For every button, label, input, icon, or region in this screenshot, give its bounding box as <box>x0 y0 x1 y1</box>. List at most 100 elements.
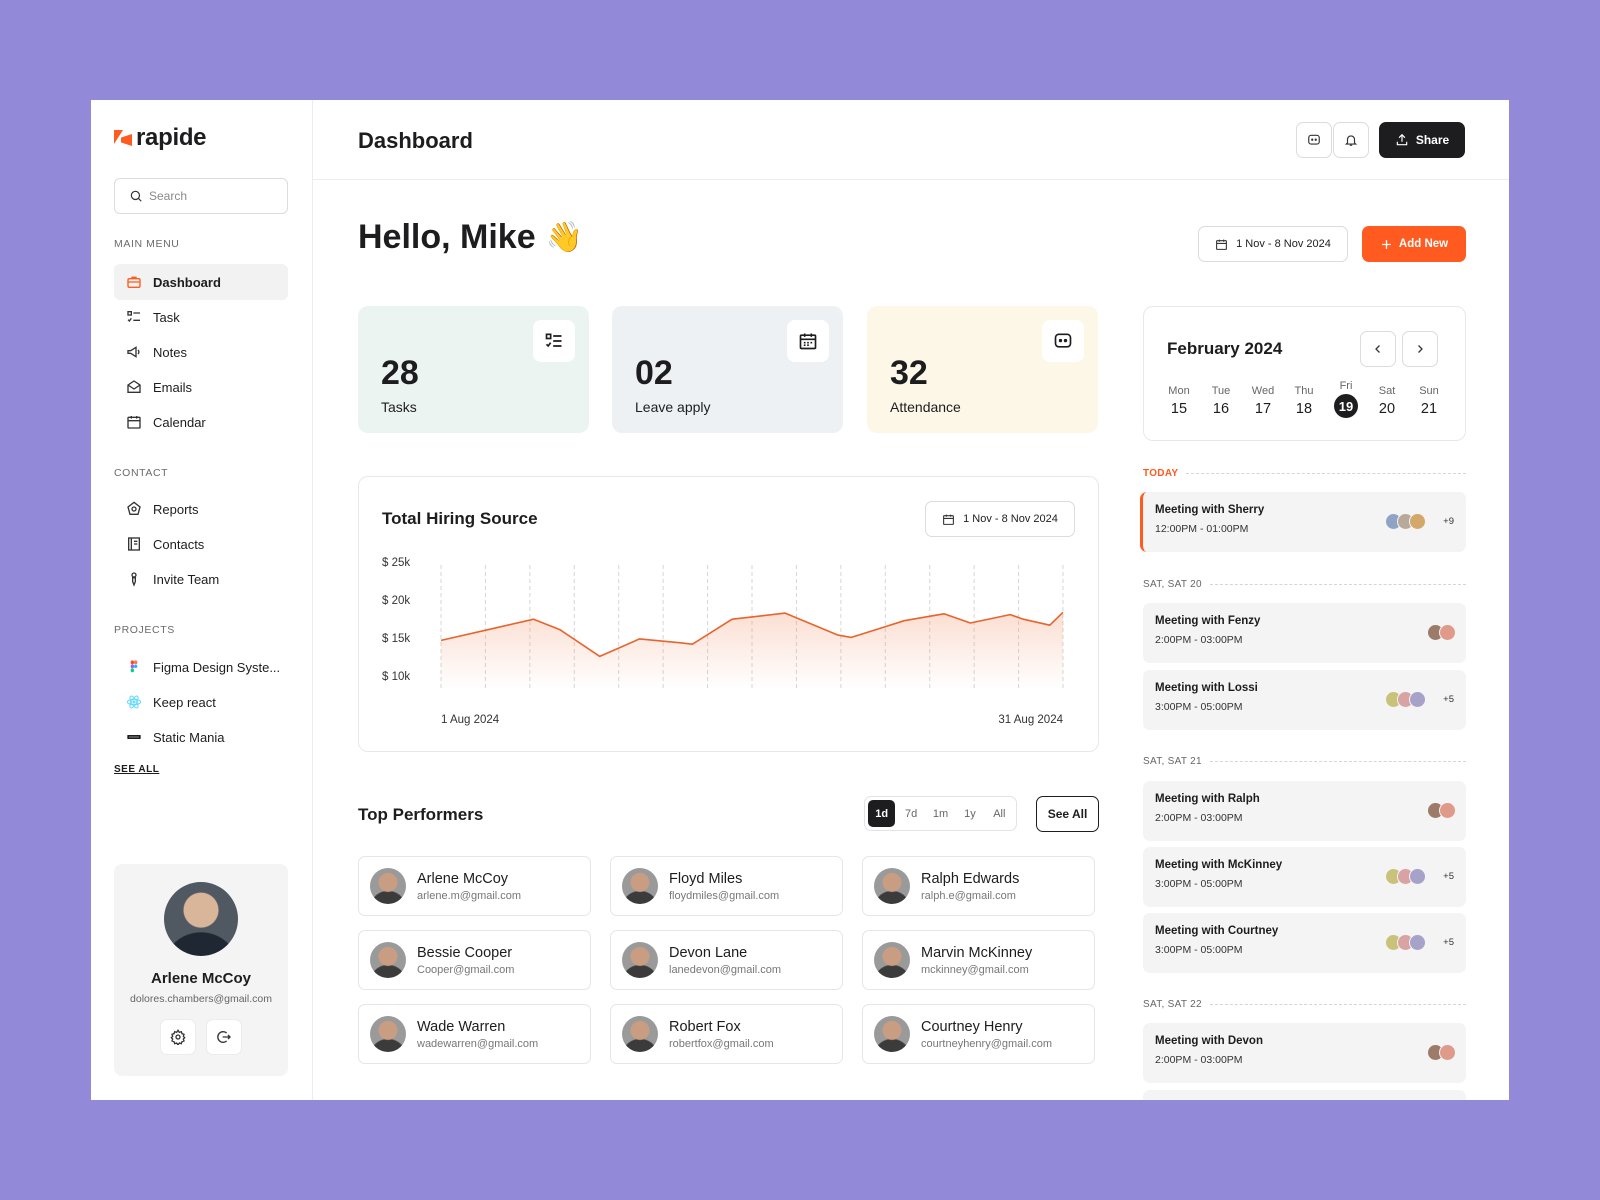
day-date: 16 <box>1212 401 1230 417</box>
sidebar-item-reports[interactable]: Reports <box>114 491 288 527</box>
range-option-1y[interactable]: 1y <box>964 807 976 820</box>
brand-name: rapide <box>136 124 207 151</box>
performer-card[interactable]: Ralph Edwards ralph.e@gmail.com <box>862 856 1095 916</box>
meeting-card[interactable]: Meeting with Ralph 2:00PM - 03:00PM <box>1143 781 1466 841</box>
avatar <box>370 868 406 904</box>
sidebar-item-label: Contacts <box>153 536 205 552</box>
meeting-card[interactable]: Meeting with McKinney 3:00PM - 05:00PM +… <box>1143 847 1466 907</box>
calendar-day[interactable]: Tue 16 <box>1204 385 1238 417</box>
avatar <box>874 868 910 904</box>
sidebar-item-contacts[interactable]: Contacts <box>114 526 288 562</box>
performer-card[interactable]: Bessie Cooper Cooper@gmail.com <box>358 930 591 990</box>
sidebar-item-figma-project[interactable]: Figma Design Syste... <box>114 649 288 685</box>
avatar[interactable] <box>164 882 238 956</box>
greeting-text: Hello, Mike <box>358 218 536 256</box>
search-input[interactable] <box>149 189 269 203</box>
performer-card[interactable]: Wade Warren wadewarren@gmail.com <box>358 1004 591 1064</box>
meeting-card[interactable]: Meeting with Courtney 3:00PM - 05:00PM +… <box>1143 913 1466 973</box>
day-date: 17 <box>1254 401 1272 417</box>
meeting-card[interactable]: Meeting with Lossi 3:00PM - 05:00PM +5 <box>1143 670 1466 730</box>
add-new-button[interactable]: Add New <box>1362 226 1466 262</box>
attendee-count: +5 <box>1443 937 1454 948</box>
settings-button[interactable] <box>160 1019 196 1055</box>
performer-card[interactable]: Robert Fox robertfox@gmail.com <box>610 1004 843 1064</box>
day-name: Sat <box>1378 385 1396 397</box>
performer-name: Robert Fox <box>669 1018 741 1035</box>
x-tick-label: 1 Aug 2024 <box>441 714 500 726</box>
calendar-day[interactable]: Sun 21 <box>1412 385 1446 417</box>
sidebar-item-label: Keep react <box>153 694 216 710</box>
stat-card-leave-apply[interactable]: 02 Leave apply <box>612 306 843 433</box>
attendee-avatars <box>1385 691 1426 708</box>
sidebar-item-invite-team[interactable]: Invite Team <box>114 561 288 597</box>
performer-card[interactable]: Devon Lane lanedevon@gmail.com <box>610 930 843 990</box>
calendar-day[interactable]: Thu 18 <box>1287 385 1321 417</box>
stat-card-tasks[interactable]: 28 Tasks <box>358 306 589 433</box>
sidebar-item-task[interactable]: Task <box>114 299 288 335</box>
sidebar-item-emails[interactable]: Emails <box>114 369 288 405</box>
avatar <box>1439 1044 1456 1061</box>
sidebar-item-dashboard[interactable]: Dashboard <box>114 264 288 300</box>
range-option-1m[interactable]: 1m <box>932 807 949 820</box>
react-icon <box>126 695 142 709</box>
range-option-7d[interactable]: 7d <box>904 807 918 820</box>
notifications-button[interactable] <box>1333 122 1369 158</box>
performer-card[interactable]: Arlene McCoy arlene.m@gmail.com <box>358 856 591 916</box>
messages-button[interactable] <box>1296 122 1332 158</box>
stat-card-attendance[interactable]: 32 Attendance <box>867 306 1098 433</box>
attendee-avatars <box>1385 934 1426 951</box>
sidebar-item-keep-react[interactable]: Keep react <box>114 684 288 720</box>
calendar-icon <box>799 333 817 350</box>
profile-name: Arlene McCoy <box>150 970 252 987</box>
date-range-picker[interactable]: 1 Nov - 8 Nov 2024 <box>1198 226 1348 262</box>
y-tick-label: $ 10k <box>382 671 410 683</box>
meeting-card-partial[interactable] <box>1143 1090 1466 1100</box>
chevron-left-icon <box>1375 345 1380 353</box>
meeting-card[interactable]: Meeting with Fenzy 2:00PM - 03:00PM <box>1143 603 1466 663</box>
day-name: Wed <box>1251 385 1275 397</box>
performer-card[interactable]: Marvin McKinney mckinney@gmail.com <box>862 930 1095 990</box>
sidebar-item-calendar[interactable]: Calendar <box>114 404 288 440</box>
stat-icon-wrap <box>787 320 829 362</box>
group-label-text: TODAY <box>1143 467 1179 479</box>
share-button[interactable]: Share <box>1379 122 1465 158</box>
brand-logo[interactable]: rapide <box>114 124 207 152</box>
range-option-1d[interactable]: 1d <box>868 800 896 827</box>
see-all-projects-link[interactable]: SEE ALL <box>114 764 160 775</box>
sidebar-item-notes[interactable]: Notes <box>114 334 288 370</box>
chart-date-range-picker[interactable]: 1 Nov - 8 Nov 2024 <box>925 501 1075 537</box>
sidebar-item-label: Task <box>153 309 180 325</box>
next-week-button[interactable] <box>1402 331 1438 367</box>
see-all-performers-button[interactable]: See All <box>1036 796 1099 832</box>
calendar-day[interactable]: Mon 15 <box>1162 385 1196 417</box>
calendar-day[interactable]: Wed 17 <box>1246 385 1280 417</box>
sidebar-item-static-mania[interactable]: Static Mania <box>114 719 288 755</box>
chat-icon <box>1054 333 1072 348</box>
contacts-book-icon <box>128 537 140 551</box>
meeting-card[interactable]: Meeting with Devon 2:00PM - 03:00PM <box>1143 1023 1466 1083</box>
calendar-day[interactable]: Sat 20 <box>1370 385 1404 417</box>
day-date: 19 <box>1334 394 1358 418</box>
day-date: 21 <box>1420 401 1438 417</box>
logout-button[interactable] <box>206 1019 242 1055</box>
search-box[interactable] <box>114 178 288 214</box>
calendar-day-selected[interactable]: Fri 19 <box>1329 380 1363 418</box>
avatar <box>1439 802 1456 819</box>
search-icon <box>130 190 142 202</box>
attendee-avatars <box>1427 802 1456 819</box>
prev-week-button[interactable] <box>1360 331 1396 367</box>
meeting-time: 2:00PM - 03:00PM <box>1155 634 1243 646</box>
stat-value: 28 <box>381 354 419 392</box>
stat-icon-wrap <box>533 320 575 362</box>
y-tick-label: $ 15k <box>382 633 410 645</box>
hiring-source-chart-card: $ 25k $ 20k $ 15k $ 10k 1 Aug 2024 31 Aug 202… <box>358 476 1099 752</box>
time-range-toggle: 1d 7d 1m 1y All <box>864 796 1017 831</box>
meeting-title: Meeting with McKinney <box>1155 859 1283 871</box>
schedule-group-label: SAT, SAT 20 <box>1143 578 1466 590</box>
meeting-time: 2:00PM - 03:00PM <box>1155 1054 1243 1066</box>
performer-card[interactable]: Courtney Henry courtneyhenry@gmail.com <box>862 1004 1095 1064</box>
performer-card[interactable]: Floyd Miles floydmiles@gmail.com <box>610 856 843 916</box>
meeting-card[interactable]: Meeting with Sherry 12:00PM - 01:00PM +9 <box>1140 492 1466 552</box>
range-option-all[interactable]: All <box>993 807 1006 820</box>
avatar <box>1409 868 1426 885</box>
